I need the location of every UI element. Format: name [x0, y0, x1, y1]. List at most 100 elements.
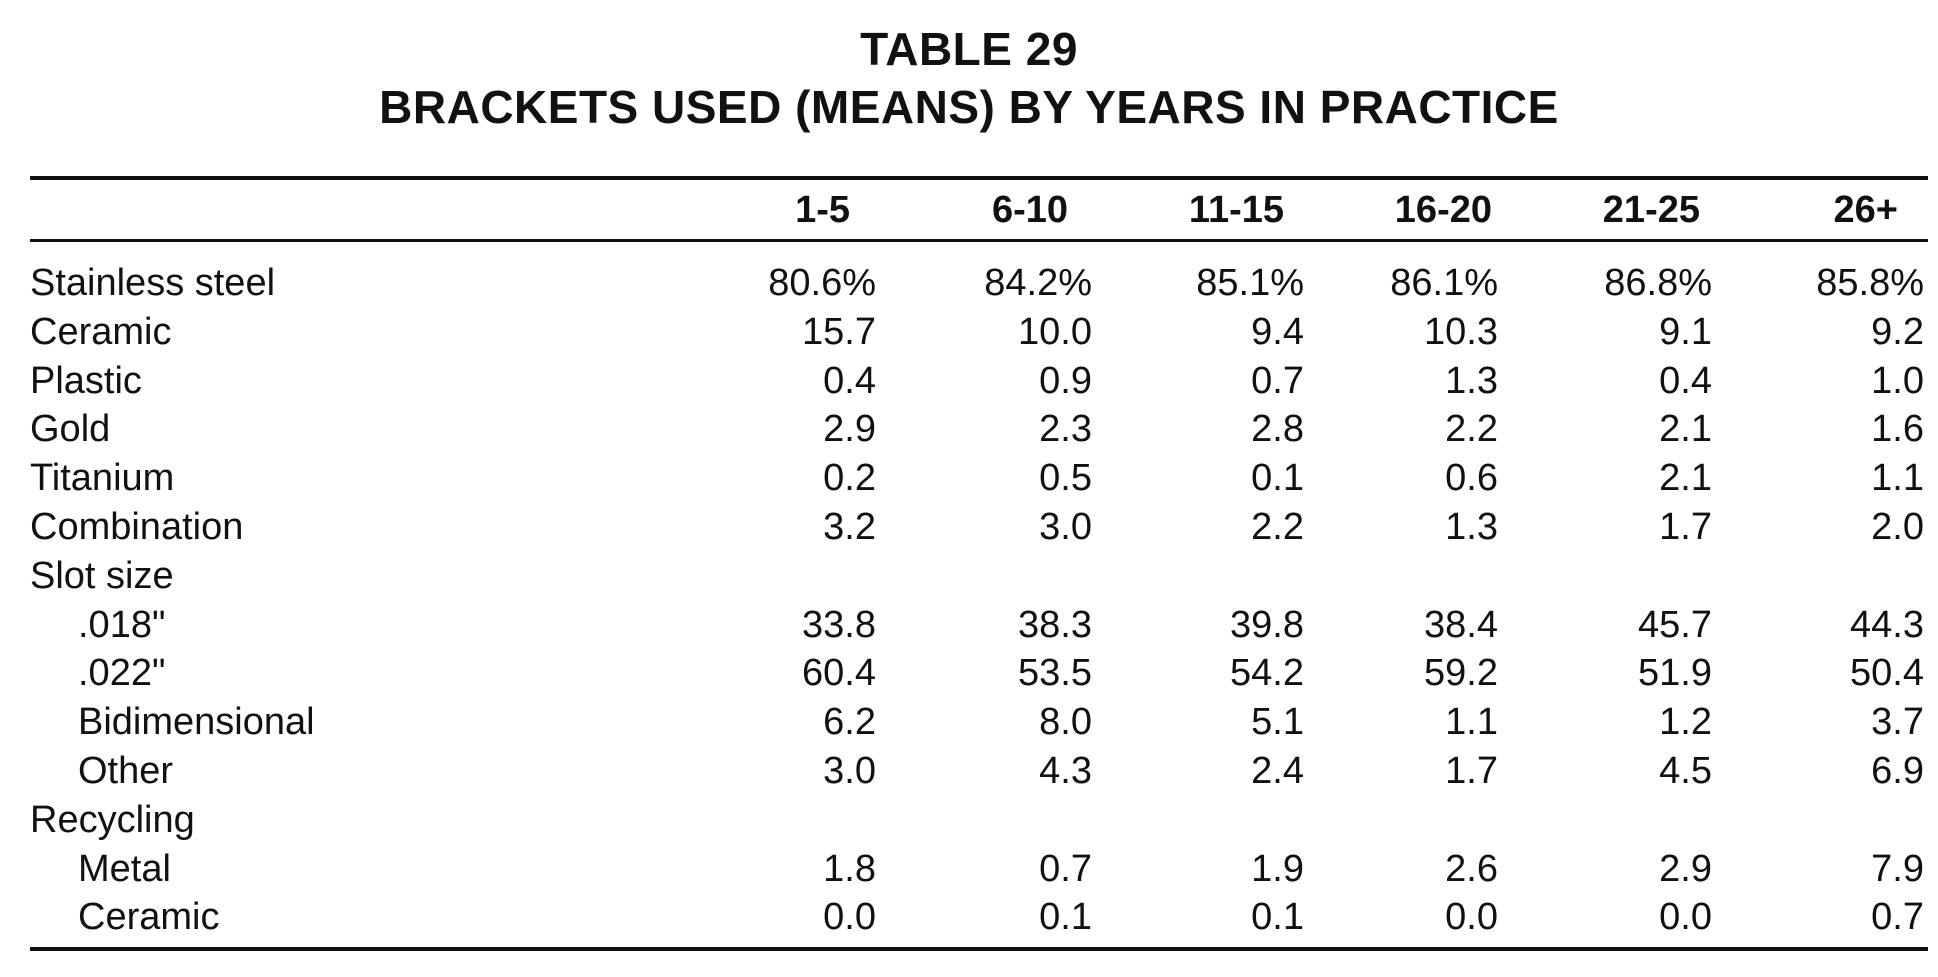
- table-cell: 0.1: [1039, 896, 1092, 939]
- table-body: Stainless steel 80.6% 84.2% 85.1% 86.1% 86.8%…: [30, 259, 1928, 942]
- table-cell: 1.3: [1445, 505, 1498, 548]
- row-label-header: [30, 183, 610, 237]
- table-cell: 9.2: [1871, 310, 1924, 353]
- table-cell: 2.9: [1659, 847, 1712, 890]
- spacer-row: [30, 237, 1928, 259]
- row-label: Slot size: [30, 554, 174, 597]
- table-row: Other 3.0 4.3 2.4 1.7 4.5 6.9: [30, 747, 1928, 796]
- table-cell: [1720, 552, 1928, 601]
- table-cell: 8.0: [1039, 701, 1092, 744]
- table-cell: 1.1: [1445, 701, 1498, 744]
- table-cell: 0.7: [1251, 359, 1304, 402]
- table-cell: 1.9: [1251, 847, 1304, 890]
- data-table: 1-5 6-10 11-15 16-20 21-25 26+ Stainless…: [30, 183, 1928, 942]
- table-cell: 0.0: [1659, 896, 1712, 939]
- table-cell: 0.4: [823, 359, 876, 402]
- table-cell: 0.7: [1039, 847, 1092, 890]
- table-cell: 1.8: [823, 847, 876, 890]
- table-cell: 1.0: [1871, 359, 1924, 402]
- table-cell: 2.2: [1251, 505, 1304, 548]
- table-cell: 0.0: [1445, 896, 1498, 939]
- table-cell: [610, 796, 888, 845]
- table-cell: 10.3: [1424, 310, 1498, 353]
- table-cell: 10.0: [1018, 310, 1092, 353]
- column-header: 1-5: [795, 188, 850, 231]
- row-label: Ceramic: [78, 896, 220, 939]
- table-cell: 2.1: [1659, 408, 1712, 451]
- row-label: .022": [78, 652, 166, 695]
- table-cell: 7.9: [1871, 847, 1924, 890]
- table-cell: 1.6: [1871, 408, 1924, 451]
- table-number: TABLE 29: [860, 23, 1078, 75]
- column-header: 21-25: [1602, 188, 1700, 231]
- table-cell: 0.7: [1871, 896, 1924, 939]
- table-cell: [1096, 796, 1304, 845]
- table-row: Gold 2.9 2.3 2.8 2.2 2.1 1.6: [30, 405, 1928, 454]
- table-cell: 85.1%: [1196, 262, 1304, 304]
- bottom-rule: [30, 947, 1928, 951]
- table-cell: 2.2: [1445, 408, 1498, 451]
- row-label: Other: [78, 749, 174, 792]
- table-cell: 2.3: [1039, 408, 1092, 451]
- table-cell: [888, 552, 1096, 601]
- table-cell: 0.2: [823, 457, 876, 500]
- table-cell: 9.1: [1659, 310, 1712, 353]
- row-label: Metal: [78, 847, 171, 890]
- table-cell: 51.9: [1638, 652, 1712, 695]
- row-label: Combination: [30, 505, 244, 548]
- table-row: Ceramic 15.7 10.0 9.4 10.3 9.1 9.2: [30, 308, 1928, 357]
- table-cell: 45.7: [1638, 603, 1712, 646]
- table-cell: 3.0: [823, 749, 876, 792]
- table-cell: 2.6: [1445, 847, 1498, 890]
- table-cell: 0.5: [1039, 457, 1092, 500]
- table-cell: 6.9: [1871, 749, 1924, 792]
- row-label: Bidimensional: [78, 701, 315, 744]
- table-cell: 2.9: [823, 408, 876, 451]
- table-cell: 4.5: [1659, 749, 1712, 792]
- table-row: Slot size: [30, 552, 1928, 601]
- table-row: Metal 1.8 0.7 1.9 2.6 2.9 7.9: [30, 845, 1928, 894]
- table-cell: 38.4: [1424, 603, 1498, 646]
- table-cell: 60.4: [802, 652, 876, 695]
- table-cell: 15.7: [802, 310, 876, 353]
- table-cell: 2.4: [1251, 749, 1304, 792]
- table-cell: [1720, 796, 1928, 845]
- table-cell: 1.1: [1871, 457, 1924, 500]
- table-row: Bidimensional 6.2 8.0 5.1 1.1 1.2 3.7: [30, 698, 1928, 747]
- table-cell: 33.8: [802, 603, 876, 646]
- column-header: 16-20: [1394, 188, 1492, 231]
- row-label: Plastic: [30, 359, 142, 402]
- table-row: Plastic 0.4 0.9 0.7 1.3 0.4 1.0: [30, 357, 1928, 406]
- table-cell: 0.0: [823, 896, 876, 939]
- table-cell: 2.1: [1659, 457, 1712, 500]
- table-cell: 1.7: [1445, 749, 1498, 792]
- table-cell: 50.4: [1850, 652, 1924, 695]
- table-cell: 0.9: [1039, 359, 1092, 402]
- header-rule: [30, 239, 1928, 242]
- table-cell: 9.4: [1251, 310, 1304, 353]
- row-label: Recycling: [30, 798, 195, 841]
- table-cell: 0.4: [1659, 359, 1712, 402]
- table-cell: 53.5: [1018, 652, 1092, 695]
- table-row: Combination 3.2 3.0 2.2 1.3 1.7 2.0: [30, 503, 1928, 552]
- table-row: Titanium 0.2 0.5 0.1 0.6 2.1 1.1: [30, 454, 1928, 503]
- header-row: 1-5 6-10 11-15 16-20 21-25 26+: [30, 183, 1928, 237]
- table-cell: 4.3: [1039, 749, 1092, 792]
- column-header: 26+: [1833, 188, 1898, 231]
- table-cell: [1304, 552, 1512, 601]
- table-cell: 0.1: [1251, 457, 1304, 500]
- table-cell: 0.6: [1445, 457, 1498, 500]
- table-cell: 3.7: [1871, 701, 1924, 744]
- table-row: Recycling: [30, 796, 1928, 845]
- table-cell: 0.1: [1251, 896, 1304, 939]
- table-cell: [610, 552, 888, 601]
- table-cell: 2.0: [1871, 505, 1924, 548]
- row-label: Ceramic: [30, 310, 172, 353]
- table-caption: TABLE 29 BRACKETS USED (MEANS) BY YEARS …: [0, 20, 1938, 136]
- row-label: Titanium: [30, 457, 175, 500]
- table-cell: [1096, 552, 1304, 601]
- table-cell: [888, 796, 1096, 845]
- table-row: Ceramic 0.0 0.1 0.1 0.0 0.0 0.7: [30, 893, 1928, 942]
- column-header: 11-15: [1188, 188, 1284, 231]
- column-header: 6-10: [991, 188, 1068, 231]
